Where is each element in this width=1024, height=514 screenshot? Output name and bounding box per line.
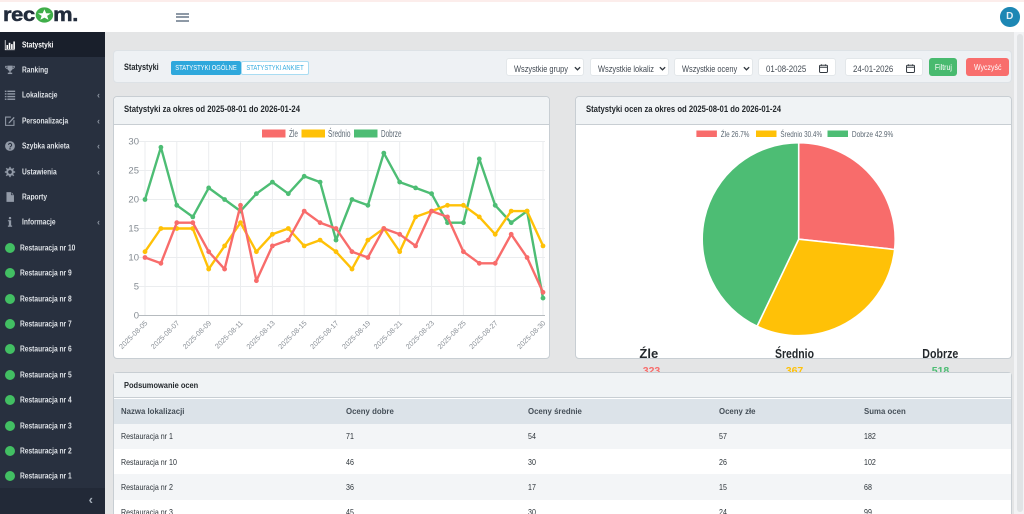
svg-text:2025-08-05: 2025-08-05: [117, 319, 149, 351]
svg-text:5: 5: [134, 282, 139, 293]
svg-text:Źle: Źle: [639, 346, 658, 358]
svg-text:2025-08-11: 2025-08-11: [213, 319, 245, 351]
svg-text:Dobrze: Dobrze: [381, 129, 402, 140]
svg-text:Dobrze 42.9%: Dobrze 42.9%: [852, 129, 894, 139]
svg-text:2025-08-15: 2025-08-15: [276, 319, 308, 351]
svg-text:2025-08-19: 2025-08-19: [340, 319, 372, 351]
svg-text:2025-08-07: 2025-08-07: [149, 319, 181, 351]
svg-text:0: 0: [134, 311, 139, 322]
svg-text:Średnio 30.4%: Średnio 30.4%: [780, 128, 822, 139]
svg-text:2025-08-17: 2025-08-17: [308, 319, 340, 351]
svg-text:Źle: Źle: [289, 127, 298, 140]
svg-text:20: 20: [128, 195, 139, 206]
svg-text:15: 15: [128, 224, 139, 235]
svg-text:2025-08-09: 2025-08-09: [181, 319, 213, 351]
svg-text:Źle 26.7%: Źle 26.7%: [721, 129, 750, 139]
svg-text:2025-08-25: 2025-08-25: [435, 319, 467, 351]
svg-text:2025-08-30: 2025-08-30: [515, 319, 547, 351]
svg-text:10: 10: [128, 253, 139, 264]
svg-text:2025-08-13: 2025-08-13: [244, 319, 276, 351]
svg-text:2025-08-21: 2025-08-21: [372, 319, 404, 351]
svg-text:Dobrze: Dobrze: [922, 346, 958, 358]
svg-text:30: 30: [128, 137, 139, 148]
svg-text:Średnio: Średnio: [775, 346, 814, 358]
svg-text:2025-08-27: 2025-08-27: [467, 319, 499, 351]
svg-text:25: 25: [128, 166, 139, 177]
svg-text:Średnio: Średnio: [328, 127, 351, 140]
svg-text:2025-08-23: 2025-08-23: [404, 319, 436, 351]
